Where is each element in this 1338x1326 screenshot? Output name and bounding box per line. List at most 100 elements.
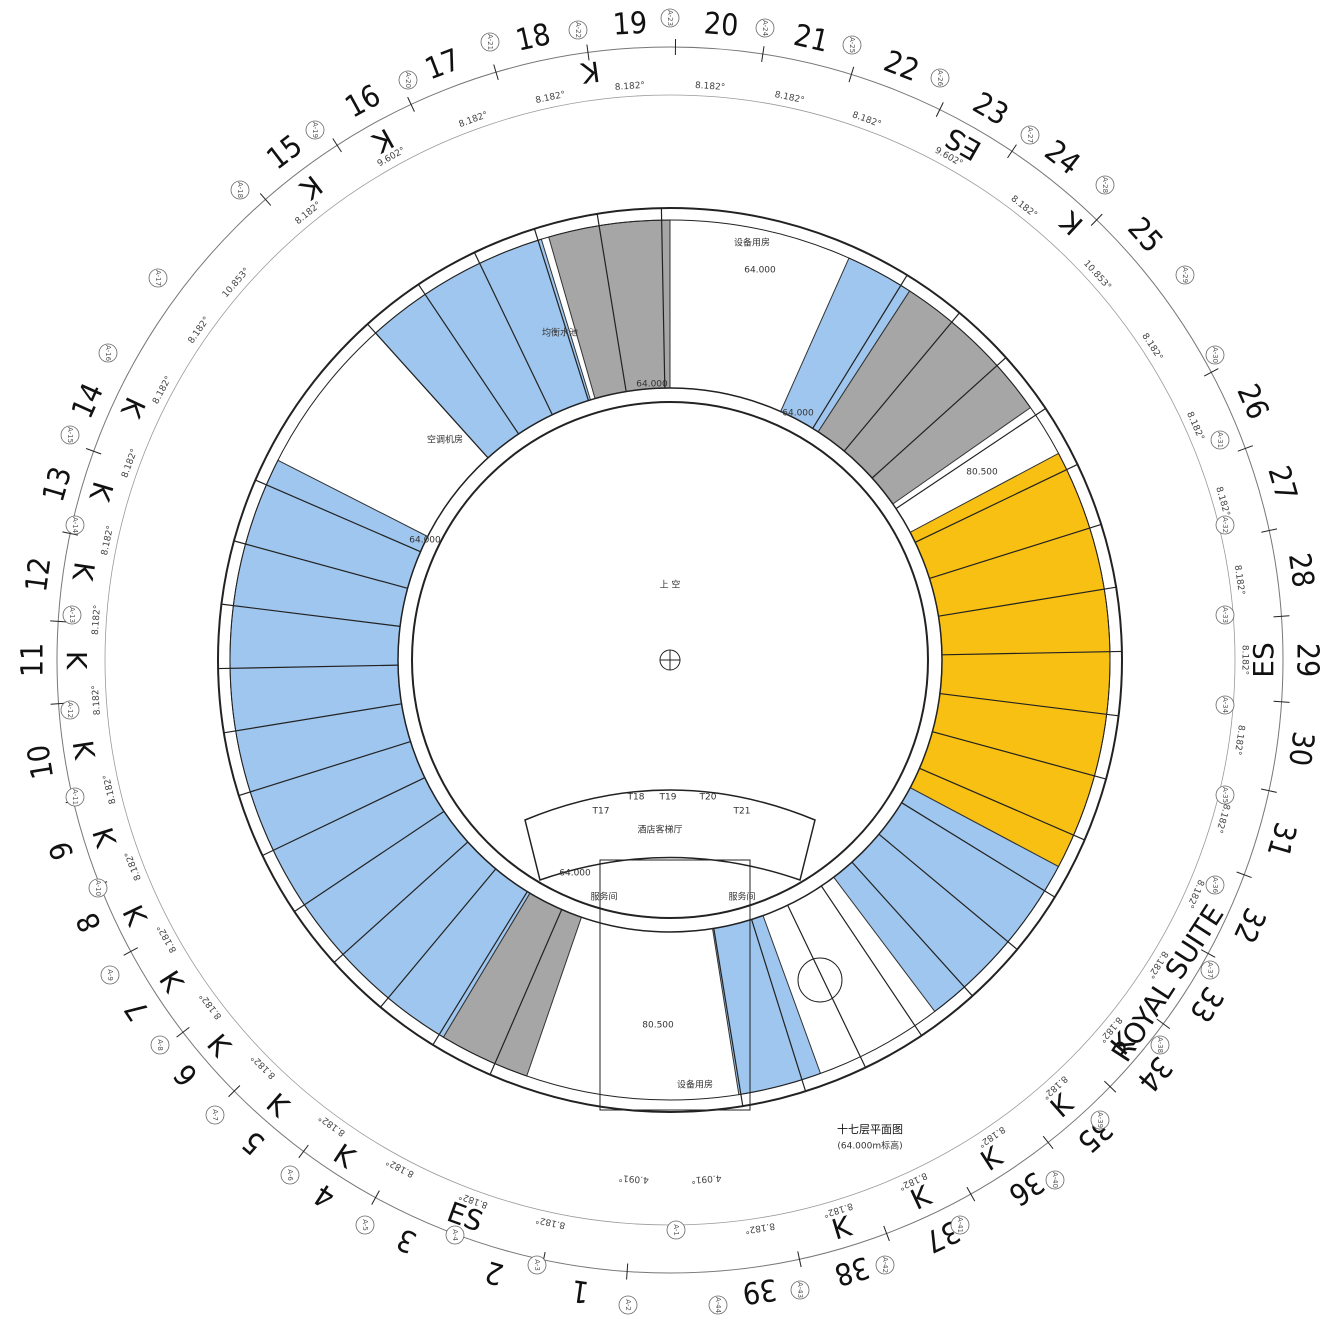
axis-tick — [797, 1251, 802, 1268]
axis-bubble — [666, 1220, 686, 1240]
axis-tick — [1104, 1080, 1117, 1093]
axis-label: A-36 — [1211, 877, 1219, 894]
partition — [713, 928, 744, 1107]
axis-bubble — [1210, 430, 1230, 450]
axis-bubble — [98, 343, 118, 363]
axis-label: A-19 — [311, 122, 319, 138]
plan-title: 十七层平面图 — [837, 1122, 903, 1136]
axis-bubble — [1205, 875, 1225, 895]
unit-number: 39 — [740, 1271, 779, 1310]
axis-bubble — [568, 20, 588, 40]
axis-bubble — [398, 70, 418, 90]
partition — [929, 523, 1102, 579]
unit-type: K — [579, 54, 602, 89]
dimension-label: 8.182° — [1232, 724, 1246, 755]
axis-bubble — [148, 268, 168, 288]
axis-tick — [761, 46, 765, 63]
axis-label: A-27 — [1026, 127, 1034, 143]
axis-bubble — [1215, 695, 1235, 715]
axis-label: A-3 — [533, 1259, 541, 1271]
axis-label: A-21 — [486, 34, 494, 50]
plan-note: T18 — [627, 793, 645, 803]
axis-label: A-39 — [1096, 1112, 1104, 1128]
axis-label: A-32 — [1221, 517, 1229, 533]
partition — [843, 312, 960, 452]
partition — [660, 208, 666, 389]
axis-bubble — [660, 8, 680, 28]
plan-note: 空调机房 — [427, 434, 463, 446]
axis-label: A-6 — [286, 1169, 294, 1181]
axis-bubble — [1200, 960, 1220, 980]
axis-tick — [62, 531, 79, 536]
axis-label: A-28 — [1101, 177, 1109, 193]
dimension-label: 8.182° — [744, 1220, 775, 1235]
unit-number: 20 — [703, 6, 740, 44]
dimension-label: 8.182° — [1232, 564, 1246, 595]
axis-bubble — [62, 605, 82, 625]
partition — [941, 650, 1122, 656]
axis-tick — [586, 44, 590, 61]
axis-tick — [407, 96, 415, 112]
axis-bubble — [1215, 785, 1235, 805]
axis-label: A-44 — [714, 1297, 722, 1314]
axis-bubble — [65, 515, 85, 535]
plan-note: T21 — [733, 807, 751, 817]
plan-note: 设备用房 — [677, 1079, 713, 1091]
axis-label: A-23 — [666, 10, 674, 26]
axis-tick — [1007, 144, 1017, 159]
axis-tick — [1203, 368, 1219, 377]
unit-number: 21 — [791, 18, 832, 60]
plan-note: T19 — [659, 793, 677, 803]
unit-number: 28 — [1281, 551, 1320, 590]
axis-tick — [371, 1190, 380, 1205]
axis-label: A-16 — [104, 345, 112, 362]
axis-bubble — [950, 1215, 970, 1235]
axis-bubble — [205, 1105, 225, 1125]
axis-tick — [332, 138, 342, 153]
partition — [787, 904, 867, 1068]
axis-bubble — [445, 1225, 465, 1245]
axis-bubble — [355, 1215, 375, 1235]
partition — [367, 323, 489, 459]
unit-type: K — [65, 560, 100, 584]
dimension-label: 8.182° — [695, 81, 726, 93]
unit-type: K — [66, 738, 101, 762]
plan-subtitle: (64.000m标高) — [837, 1140, 902, 1152]
axis-tick — [1200, 949, 1216, 958]
partition — [489, 909, 563, 1075]
partition — [223, 703, 402, 734]
axis-tick — [259, 193, 272, 206]
axis-tick — [1261, 528, 1278, 533]
plan-note: 64.000 — [782, 409, 814, 419]
axis-tick — [966, 1186, 976, 1202]
partition — [596, 213, 627, 392]
axis-tick — [1237, 445, 1254, 452]
axis-bubble — [1175, 265, 1195, 285]
axis-label: A-12 — [66, 702, 74, 718]
partition — [294, 810, 445, 913]
plan-note: T17 — [592, 807, 610, 817]
unit-number: 30 — [1281, 729, 1320, 768]
axis-tick — [1260, 788, 1277, 793]
partition — [750, 919, 807, 1092]
axis-tick — [123, 947, 139, 956]
partition — [262, 777, 426, 857]
plan-note: T20 — [699, 793, 717, 803]
axis-bubble — [1045, 1170, 1065, 1190]
service-core — [599, 859, 751, 1111]
room-zones — [229, 219, 1111, 1096]
partition — [380, 868, 497, 1008]
unit-number: 19 — [612, 6, 648, 43]
axis-bubble — [1020, 125, 1040, 145]
atrium-label: 上 空 — [660, 579, 681, 591]
plan-note: 服务间 — [590, 891, 617, 903]
axis-tick — [883, 1225, 890, 1242]
axis-tick — [1090, 213, 1103, 226]
axis-tick — [298, 1144, 309, 1159]
unit-number: 10 — [21, 742, 61, 781]
axis-label: A-38 — [1156, 1037, 1164, 1053]
axis-label: A-43 — [796, 1282, 804, 1298]
axis-label: A-5 — [361, 1219, 369, 1231]
axis-bubble — [842, 35, 862, 55]
